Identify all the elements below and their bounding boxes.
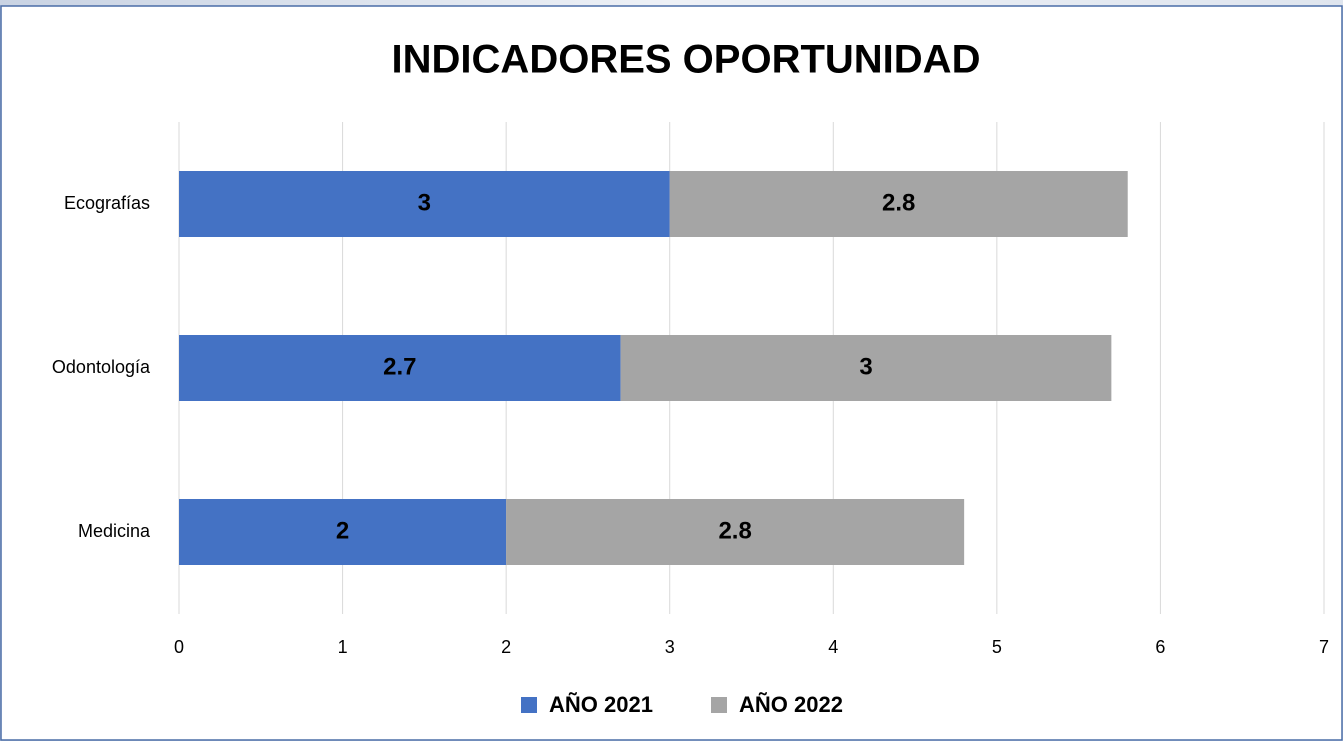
bar [179, 171, 670, 237]
chart-title: INDICADORES OPORTUNIDAD [392, 38, 981, 82]
y-tick-label: Ecografías [64, 193, 150, 213]
y-tick-label: Odontología [52, 357, 151, 377]
x-tick-label: 0 [174, 637, 184, 657]
legend-swatch [711, 697, 727, 713]
data-label: 3 [418, 189, 431, 216]
x-tick-label: 1 [338, 637, 348, 657]
legend-label: AÑO 2021 [549, 692, 653, 717]
bar [669, 171, 1128, 237]
data-label: 2.8 [718, 517, 751, 544]
bar [620, 335, 1112, 401]
bar [179, 335, 621, 401]
x-tick-label: 3 [665, 637, 675, 657]
x-tick-label: 2 [501, 637, 511, 657]
data-label: 3 [859, 353, 872, 380]
legend-label: AÑO 2022 [739, 692, 843, 717]
data-label: 2 [336, 517, 349, 544]
data-label: 2.8 [882, 189, 915, 216]
bar [506, 499, 965, 565]
data-label: 2.7 [383, 353, 416, 380]
x-tick-label: 4 [828, 637, 838, 657]
y-tick-label: Medicina [78, 521, 151, 541]
x-tick-label: 5 [992, 637, 1002, 657]
x-tick-label: 7 [1319, 637, 1329, 657]
bar [179, 499, 507, 565]
x-tick-label: 6 [1155, 637, 1165, 657]
legend-swatch [521, 697, 537, 713]
